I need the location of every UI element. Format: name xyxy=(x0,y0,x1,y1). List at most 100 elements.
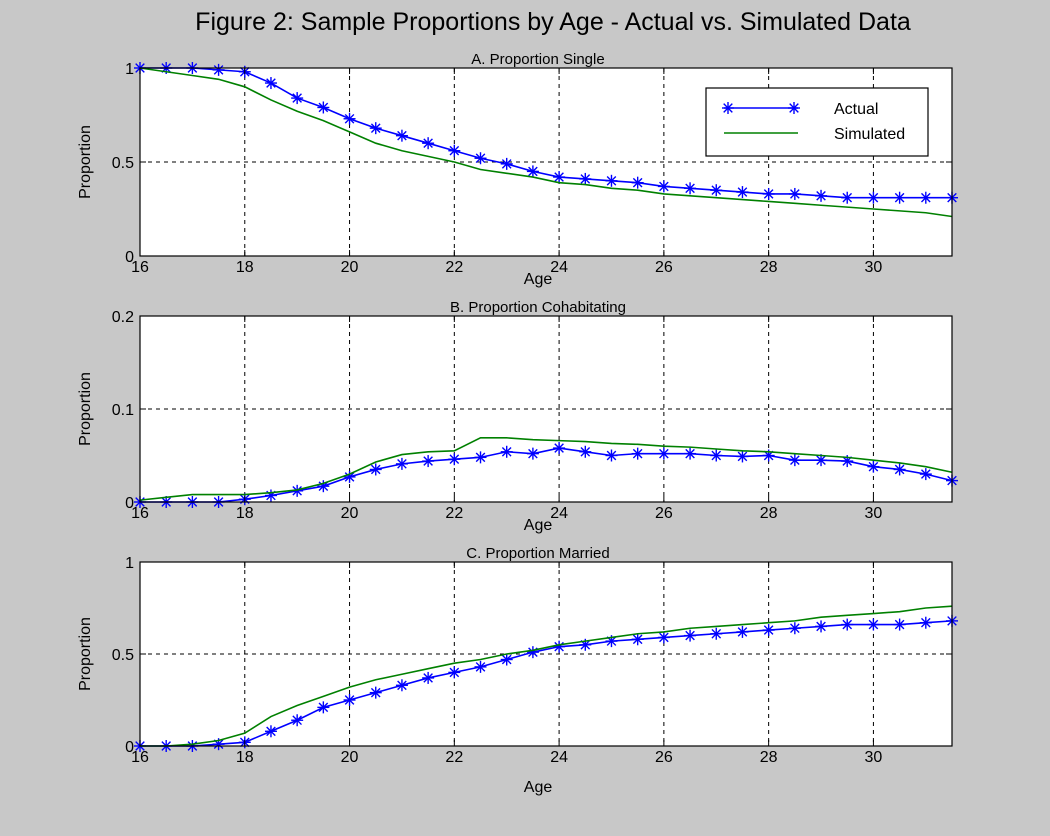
series-line-simulated xyxy=(139,437,953,501)
x-axis-label: Age xyxy=(524,779,553,796)
x-tick-label: 24 xyxy=(550,259,568,276)
x-tick-label: 20 xyxy=(341,505,359,522)
data-point-actual xyxy=(369,122,382,135)
data-point-actual xyxy=(474,451,487,464)
y-axis-label: Proportion xyxy=(77,617,94,691)
x-axis-label: Age xyxy=(524,517,553,534)
data-point-actual xyxy=(500,157,513,170)
data-point-actual xyxy=(762,187,775,200)
data-point-actual xyxy=(657,180,670,193)
data-point-actual xyxy=(422,137,435,150)
x-tick-label: 16 xyxy=(131,259,149,276)
y-axis-label: Proportion xyxy=(77,125,94,199)
data-point-actual xyxy=(684,629,697,642)
data-point-actual xyxy=(762,624,775,637)
data-point-actual xyxy=(526,646,539,659)
x-tick-label: 28 xyxy=(760,259,778,276)
legend-marker xyxy=(788,102,800,114)
data-point-actual xyxy=(710,184,723,197)
data-point-actual xyxy=(788,454,801,467)
data-point-actual xyxy=(736,625,749,638)
data-point-actual xyxy=(343,112,356,125)
data-point-actual xyxy=(841,191,854,204)
data-point-actual xyxy=(500,653,513,666)
data-point-actual xyxy=(526,447,539,460)
x-tick-label: 24 xyxy=(550,505,568,522)
legend: Actual Simulated xyxy=(705,87,929,157)
data-point-actual xyxy=(448,144,461,157)
data-point-actual xyxy=(474,152,487,165)
y-tick-label: 0 xyxy=(125,739,134,756)
data-point-actual xyxy=(448,666,461,679)
subplots: 16 18 20 22 24 26 28 30 0 0.5 1 A. Proportion Singl… xyxy=(77,51,958,796)
data-point-actual xyxy=(291,92,304,105)
figure-title: Figure 2: Sample Proportions by Age - Ac… xyxy=(195,8,911,36)
data-point-actual xyxy=(841,618,854,631)
data-point-actual xyxy=(631,447,644,460)
y-tick-label: 1 xyxy=(125,61,134,78)
data-point-actual xyxy=(893,463,906,476)
data-point-actual xyxy=(867,618,880,631)
x-tick-label: 20 xyxy=(341,259,359,276)
data-point-actual xyxy=(710,449,723,462)
x-tick-label: 22 xyxy=(445,259,463,276)
data-point-actual xyxy=(657,447,670,460)
data-point-actual xyxy=(631,633,644,646)
x-tick-label: 28 xyxy=(760,749,778,766)
x-tick-label: 30 xyxy=(865,259,883,276)
data-point-actual xyxy=(867,191,880,204)
data-point-actual xyxy=(422,671,435,684)
data-point-actual xyxy=(422,455,435,468)
data-point-actual xyxy=(736,450,749,463)
legend-label-actual: Actual xyxy=(834,101,878,118)
data-point-actual xyxy=(448,453,461,466)
data-point-actual xyxy=(867,460,880,473)
data-point-actual xyxy=(815,620,828,633)
subplot-a: 16 18 20 22 24 26 28 30 0 0.5 1 A. Proportion Singl… xyxy=(77,51,958,288)
data-point-actual xyxy=(395,457,408,470)
axes-area xyxy=(140,316,952,502)
data-point-actual xyxy=(395,129,408,142)
data-point-actual xyxy=(526,165,539,178)
data-point-actual xyxy=(553,442,566,455)
series-line-simulated xyxy=(139,67,953,218)
data-point-actual xyxy=(264,77,277,90)
x-tick-label: 30 xyxy=(865,505,883,522)
data-point-actual xyxy=(579,445,592,458)
data-point-actual xyxy=(579,172,592,185)
data-point-actual xyxy=(553,640,566,653)
data-point-actual xyxy=(815,189,828,202)
data-point-actual xyxy=(919,616,932,629)
x-tick-label: 26 xyxy=(655,505,673,522)
data-point-actual xyxy=(788,187,801,200)
x-axis-label: Age xyxy=(524,271,553,288)
data-point-actual xyxy=(264,489,277,502)
y-tick-label: 0.1 xyxy=(112,402,134,419)
data-point-actual xyxy=(788,622,801,635)
data-point-actual xyxy=(317,101,330,114)
x-tick-label: 22 xyxy=(445,749,463,766)
legend-marker xyxy=(722,102,734,114)
data-point-actual xyxy=(553,171,566,184)
data-point-actual xyxy=(474,660,487,673)
data-point-actual xyxy=(500,445,513,458)
x-tick-label: 26 xyxy=(655,749,673,766)
x-tick-label: 16 xyxy=(131,749,149,766)
x-tick-label: 26 xyxy=(655,259,673,276)
data-point-actual xyxy=(684,447,697,460)
data-point-actual xyxy=(657,631,670,644)
subplot-title: C. Proportion Married xyxy=(466,545,609,562)
x-tick-label: 18 xyxy=(236,749,254,766)
data-point-actual xyxy=(684,182,697,195)
data-point-actual xyxy=(631,176,644,189)
data-point-actual xyxy=(605,449,618,462)
data-point-actual xyxy=(369,463,382,476)
x-tick-label: 18 xyxy=(236,505,254,522)
data-point-actual xyxy=(317,701,330,714)
data-point-actual xyxy=(893,191,906,204)
legend-box xyxy=(705,87,929,157)
data-point-actual xyxy=(919,468,932,481)
y-tick-label: 0 xyxy=(125,495,134,512)
y-tick-label: 1 xyxy=(125,555,134,572)
